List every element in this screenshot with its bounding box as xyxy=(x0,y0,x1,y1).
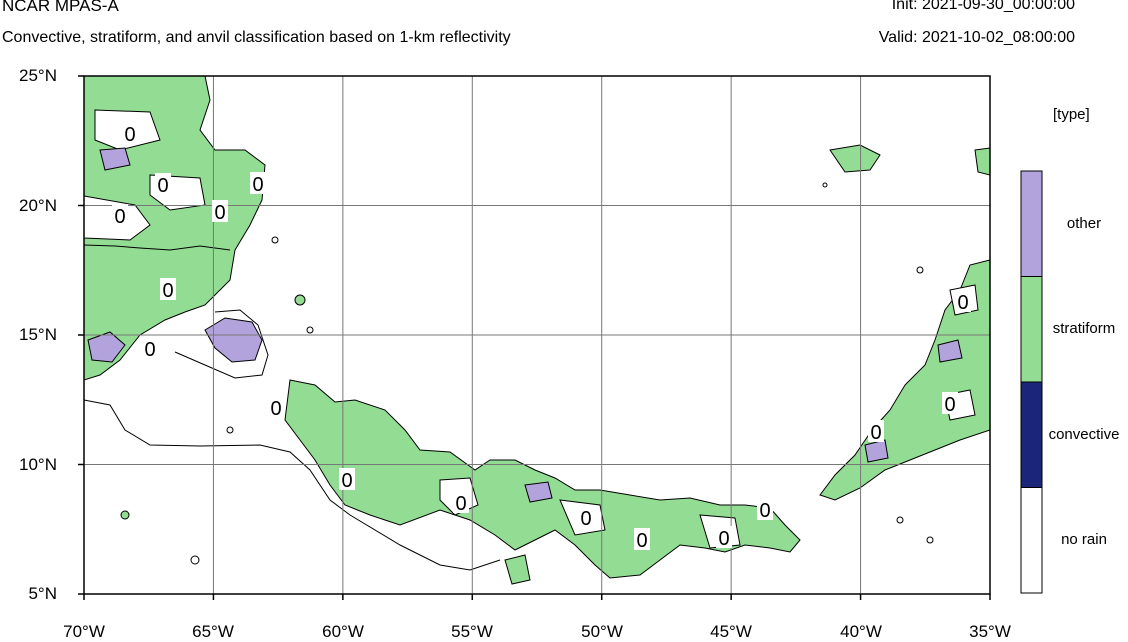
contour-label: 0 xyxy=(455,493,466,515)
stratiform-region xyxy=(974,147,990,176)
contour-label-bg xyxy=(634,528,650,550)
contour-label-bg xyxy=(122,122,138,144)
stratiform-region xyxy=(84,76,266,381)
contour-label-bg xyxy=(112,204,128,226)
lon-tick-label: 40°W xyxy=(840,622,882,641)
legend-title: [type] xyxy=(1053,106,1090,123)
contour-label-bg xyxy=(339,468,355,490)
contour-label-bg xyxy=(142,337,158,359)
contour-label-bg xyxy=(955,290,971,312)
graticule xyxy=(84,76,990,594)
legend-label-convective: convective xyxy=(1048,426,1120,443)
stratiform-region xyxy=(284,379,801,579)
legend-label-no-rain: no rain xyxy=(1061,531,1107,548)
lon-tick-label: 55°W xyxy=(451,622,493,641)
contour-label-bg xyxy=(250,172,266,194)
contour-label-bg xyxy=(716,526,732,548)
contour-label: 0 xyxy=(636,530,647,552)
lon-tick-label: 65°W xyxy=(192,622,234,641)
contour-label-bg xyxy=(942,392,958,414)
contour-label-bg xyxy=(578,506,594,528)
contour-label: 0 xyxy=(114,206,125,228)
contour-line xyxy=(84,244,231,251)
contour-label: 0 xyxy=(270,398,281,420)
contour-label: 0 xyxy=(341,470,352,492)
legend-swatch-stratiform xyxy=(1020,276,1043,383)
contour-label-bg xyxy=(868,420,884,442)
contour-label-bg xyxy=(268,396,284,418)
contour-label-bg xyxy=(155,173,171,195)
contour-labels: 0 0 0 0 0 0 0 0 0 0 0 0 0 0 0 0 0 xyxy=(112,122,971,552)
legend-label-other: other xyxy=(1066,215,1102,232)
legend-swatch-other xyxy=(1020,170,1043,277)
legend-label-stratiform: stratiform xyxy=(1052,320,1116,337)
contour-label-bg xyxy=(160,278,176,300)
contour-label-bg xyxy=(757,498,773,520)
lat-tick-label: 25°N xyxy=(19,66,57,85)
lat-tick-label: 10°N xyxy=(19,455,57,474)
legend-colorbar xyxy=(1020,170,1043,594)
map-title: NCAR MPAS-A xyxy=(2,0,119,15)
contour-line xyxy=(174,309,269,379)
contour-label: 0 xyxy=(580,508,591,530)
contour-label: 0 xyxy=(124,124,135,146)
contour-label: 0 xyxy=(957,292,968,314)
contour-label: 0 xyxy=(870,422,881,444)
contour-label: 0 xyxy=(157,175,168,197)
lon-tick-label: 60°W xyxy=(322,622,364,641)
precip-field xyxy=(84,76,990,585)
lon-tick-label: 35°W xyxy=(969,622,1011,641)
stratiform-region xyxy=(829,144,881,173)
contour-label: 0 xyxy=(162,280,173,302)
lon-tick-label: 45°W xyxy=(710,622,752,641)
contour-label-bg xyxy=(212,200,228,222)
other-region xyxy=(204,317,263,363)
contour-label-bg xyxy=(453,491,469,513)
legend-swatch-convective xyxy=(1020,381,1043,488)
contour-label: 0 xyxy=(144,339,155,361)
axis-ticks xyxy=(78,75,991,600)
other-region xyxy=(937,339,963,363)
stratiform-region xyxy=(504,554,531,585)
other-region xyxy=(99,147,131,171)
map-subtitle: Convective, stratiform, and anvil classi… xyxy=(2,29,511,46)
contour-label: 0 xyxy=(252,174,263,196)
contour-label: 0 xyxy=(944,394,955,416)
other-region xyxy=(87,331,126,363)
other-region xyxy=(524,481,553,503)
contour-label: 0 xyxy=(759,500,770,522)
init-time-label: Init: 2021-09-30_00:00:00 xyxy=(891,0,1075,13)
lat-tick-label: 5°N xyxy=(28,584,57,603)
contour-label: 0 xyxy=(214,202,225,224)
legend-swatch-no-rain xyxy=(1020,487,1043,594)
contour-line xyxy=(84,399,501,571)
contour-label: 0 xyxy=(718,528,729,550)
lat-tick-label: 20°N xyxy=(19,196,57,215)
lon-tick-label: 70°W xyxy=(63,622,105,641)
valid-time-label: Valid: 2021-10-02_08:00:00 xyxy=(878,29,1075,46)
lon-tick-label: 50°W xyxy=(581,622,623,641)
lat-tick-label: 15°N xyxy=(19,325,57,344)
